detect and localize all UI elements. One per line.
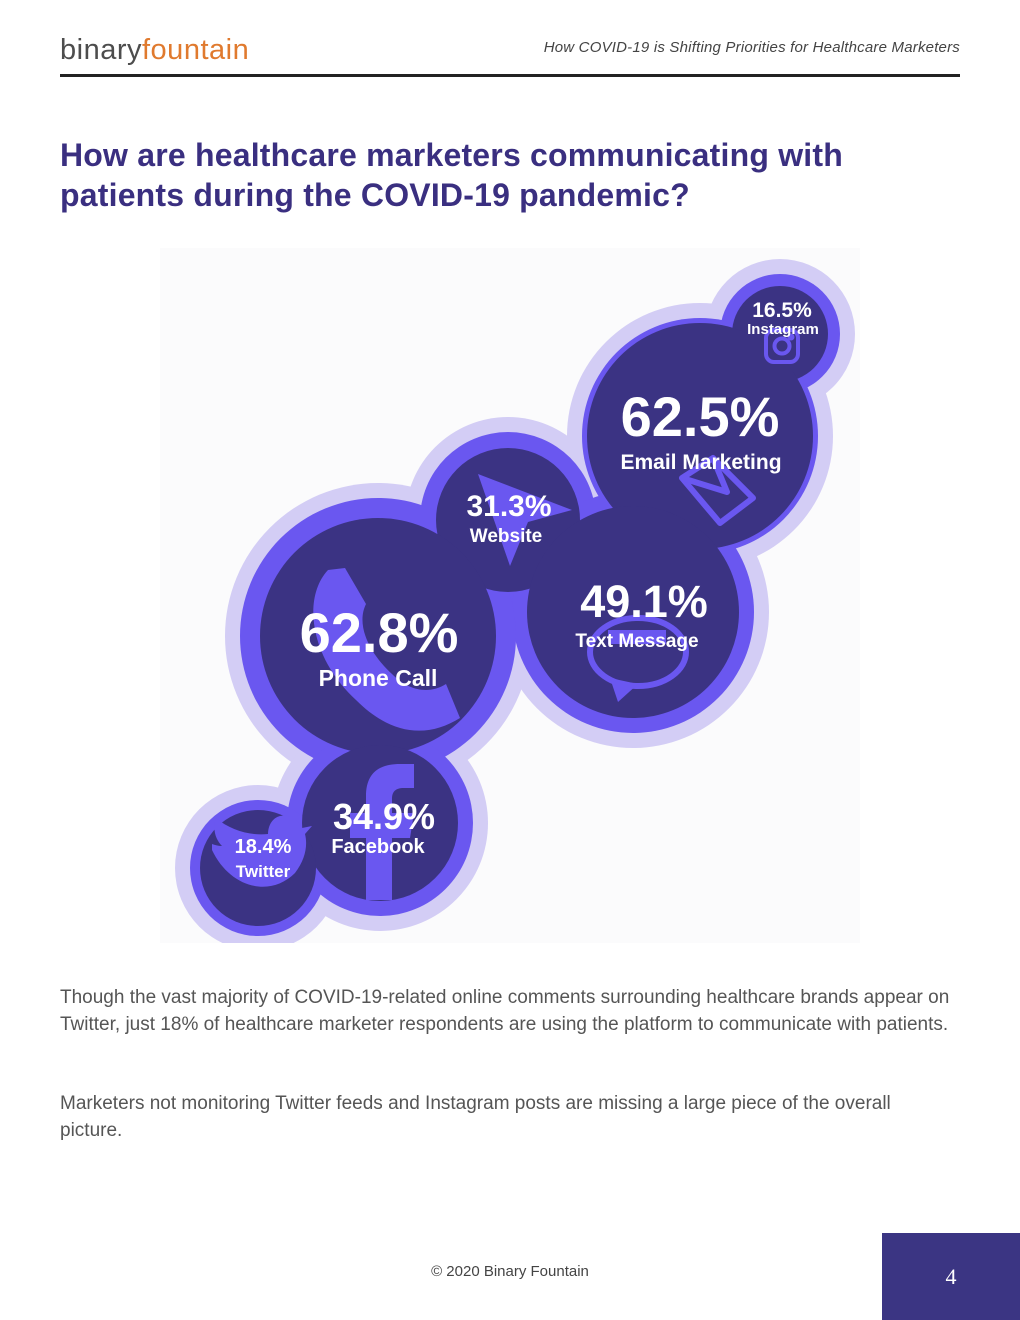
header-divider — [60, 74, 960, 77]
phone-icon — [313, 568, 460, 731]
chart-item-text-message: 49.1% Text Message — [575, 576, 707, 652]
chart-item-website: 31.3% Website — [466, 490, 551, 547]
chart-item-facebook: 34.9% Facebook — [331, 796, 435, 858]
chart-label-instagram: Instagram — [747, 321, 819, 338]
twitter-icon — [212, 815, 312, 887]
cursor-icon — [478, 474, 572, 566]
chart-value-phone-call: 62.8% — [300, 601, 459, 664]
facebook-icon — [350, 764, 414, 900]
chart-label-email: Email Marketing — [620, 451, 781, 474]
body-paragraph-2: Marketers not monitoring Twitter feeds a… — [60, 1093, 891, 1141]
chart-item-instagram: 16.5% Instagram — [747, 299, 819, 338]
chart-value-facebook: 34.9% — [333, 796, 435, 837]
chart-label-twitter: Twitter — [236, 862, 291, 881]
chart-label-website: Website — [470, 526, 543, 547]
chart-item-phone-call: 62.8% Phone Call — [300, 601, 459, 691]
chart-value-website: 31.3% — [466, 490, 551, 523]
chart-label-facebook: Facebook — [331, 836, 425, 858]
chart-value-twitter: 18.4% — [235, 836, 292, 858]
brand-logo: binaryfountain — [60, 34, 250, 66]
instagram-icon — [764, 328, 800, 364]
page-number: 4 — [882, 1233, 1020, 1320]
chart-label-text-message: Text Message — [575, 631, 698, 652]
envelope-icon — [679, 455, 756, 526]
page-title: How are healthcare marketers communicati… — [60, 137, 843, 213]
body-paragraph-1: Though the vast majority of COVID-19-rel… — [60, 987, 950, 1035]
chart-value-text-message: 49.1% — [580, 576, 708, 627]
chart-item-twitter: 18.4% Twitter — [235, 836, 292, 881]
chart-value-instagram: 16.5% — [752, 299, 812, 322]
chat-bubble-icon — [587, 615, 689, 702]
chart-item-email: 62.5% Email Marketing — [620, 385, 781, 474]
copyright-footer: © 2020 Binary Fountain — [431, 1263, 589, 1280]
document-title: How COVID-19 is Shifting Priorities for … — [543, 39, 960, 56]
chart-label-phone-call: Phone Call — [319, 665, 438, 691]
channels-infographic: 16.5% Instagram 62.5% Email Marketing 31… — [160, 248, 860, 943]
chart-value-email: 62.5% — [621, 385, 780, 448]
